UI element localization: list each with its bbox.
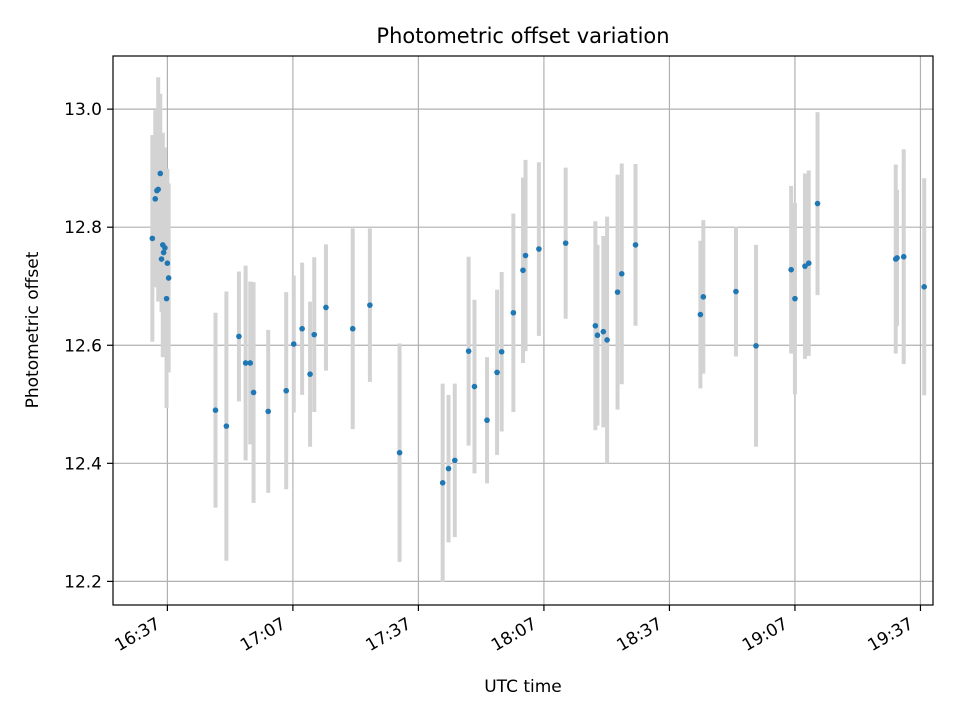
data-point (311, 331, 318, 338)
x-tick-label: 18:37 (613, 614, 665, 656)
data-point (349, 325, 356, 332)
data-point (149, 235, 156, 242)
data-point (604, 337, 610, 343)
y-axis-label: Photometric offset (23, 251, 43, 408)
x-tick-label: 17:07 (237, 614, 289, 656)
data-point (753, 343, 759, 349)
data-point (299, 325, 305, 332)
chart-title: Photometric offset variation (376, 24, 669, 48)
data-point (814, 200, 821, 207)
data-point (484, 417, 490, 424)
data-point (510, 309, 517, 316)
data-point (396, 449, 403, 456)
x-axis: 16:37 17:07 17:37 18:07 18:37 19:07 19:37 (111, 605, 922, 656)
data-point (894, 255, 900, 261)
data-point (247, 360, 254, 366)
data-point (265, 408, 272, 415)
data-point (700, 294, 707, 300)
x-tick-label: 16:37 (111, 614, 163, 656)
data-point (165, 275, 172, 281)
data-point (242, 360, 249, 366)
data-point (164, 260, 171, 267)
data-point (158, 256, 165, 262)
x-axis-label: UTC time (484, 677, 562, 697)
data-point (307, 371, 313, 377)
data-point (614, 289, 621, 295)
y-tick-label: 13.0 (64, 100, 102, 120)
data-point (439, 480, 446, 486)
y-tick-label: 12.8 (64, 218, 102, 238)
x-tick-label: 17:37 (362, 614, 414, 656)
data-point (600, 328, 607, 335)
y-axis: 12.2 12.4 12.6 12.8 13.0 (64, 100, 113, 592)
data-point (471, 383, 478, 390)
data-point (212, 407, 219, 413)
data-point (498, 348, 505, 355)
x-tick-label: 18:07 (488, 614, 540, 656)
data-point (445, 465, 452, 472)
x-tick-label: 19:37 (865, 614, 917, 656)
data-point (290, 341, 297, 347)
x-tick-label: 19:07 (739, 614, 791, 656)
data-point (160, 249, 167, 256)
data-point (562, 240, 569, 246)
data-point (697, 311, 704, 318)
data-point (163, 295, 170, 302)
data-point (921, 284, 928, 290)
data-point (618, 271, 625, 277)
data-point (494, 369, 500, 376)
data-point (594, 332, 601, 339)
data-point (236, 333, 242, 340)
data-point (465, 348, 472, 354)
y-tick-label: 12.2 (64, 572, 102, 592)
data-point (733, 288, 739, 295)
plot-frame (112, 55, 934, 606)
y-tick-label: 12.4 (64, 454, 102, 474)
data-point (522, 252, 529, 259)
data-point (162, 245, 168, 251)
data-point (592, 322, 599, 329)
data-point (805, 260, 812, 267)
data-point (900, 253, 907, 260)
data-point (632, 242, 639, 248)
data-point (250, 389, 257, 396)
data-point (788, 266, 794, 273)
data-point (157, 170, 164, 177)
error-bars (150, 77, 927, 582)
data-points (149, 170, 928, 486)
y-tick-label: 12.6 (64, 336, 102, 356)
data-point (323, 304, 329, 311)
data-point (792, 295, 798, 302)
data-point (283, 387, 290, 394)
data-point (367, 302, 373, 308)
data-point (536, 246, 542, 252)
data-point (155, 186, 161, 193)
data-point (152, 196, 159, 202)
data-point (452, 457, 458, 464)
data-point (802, 263, 808, 269)
data-point (520, 267, 526, 274)
data-point (223, 423, 230, 429)
